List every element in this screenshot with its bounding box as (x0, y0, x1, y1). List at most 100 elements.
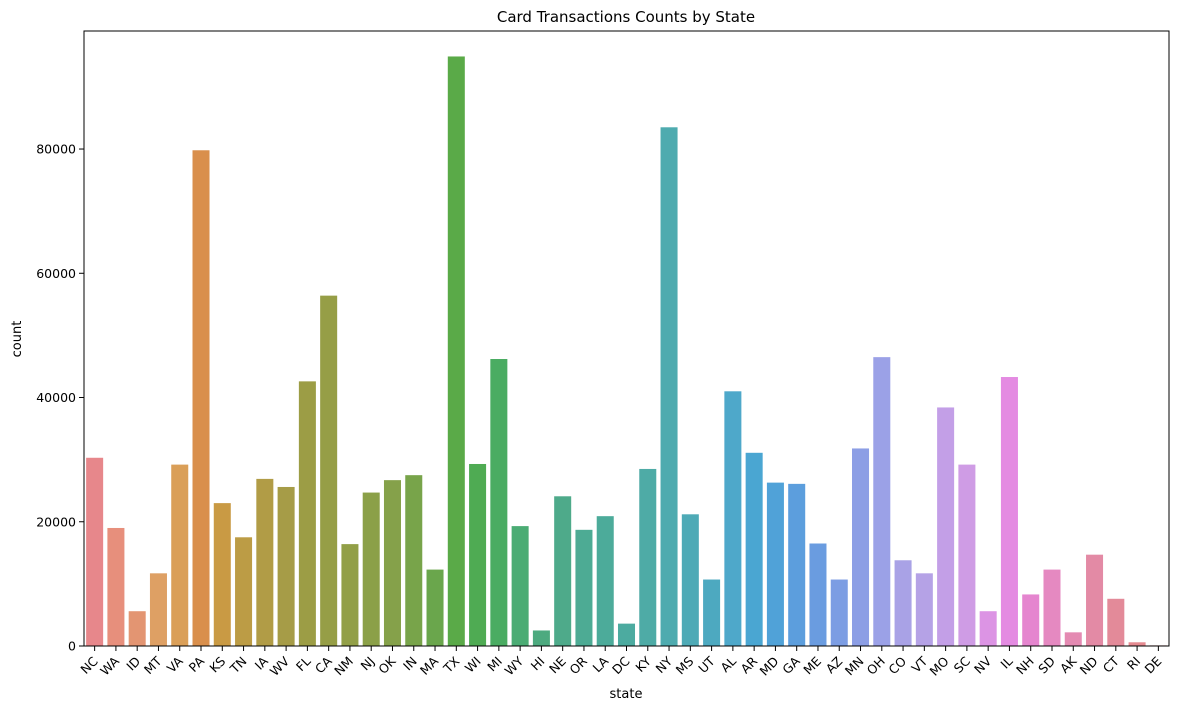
bar-al (724, 391, 742, 646)
bar-nv (979, 611, 997, 646)
bar-vt (915, 573, 933, 646)
bar-la (596, 516, 614, 646)
bar-nc (86, 457, 104, 646)
bar-or (575, 529, 593, 646)
bar-ks (213, 503, 231, 646)
x-tick-label-ak: AK (1057, 653, 1080, 676)
x-tick-label-nc: NC (77, 653, 101, 677)
x-tick-label-mt: MT (141, 653, 165, 677)
y-tick-label: 80000 (36, 142, 76, 157)
x-tick-label-nm: NM (331, 654, 356, 679)
x-tick-label-pa: PA (186, 653, 208, 675)
x-tick-label-ks: KS (206, 653, 228, 675)
bar-ct (1107, 598, 1125, 646)
bar-co (894, 560, 912, 646)
bar-wa (107, 527, 125, 646)
chart-title: Card Transactions Counts by State (497, 8, 755, 26)
x-axis-label: state (610, 687, 643, 702)
bar-ga (788, 483, 806, 646)
x-tick-label-ma: MA (417, 653, 442, 678)
plot-frame (83, 30, 1170, 647)
bar-tx (447, 56, 465, 647)
x-tick-label-de: DE (1141, 653, 1164, 676)
x-tick-label-ar: AR (737, 653, 760, 676)
x-tick-label-sc: SC (951, 653, 974, 676)
bar-nh (1022, 594, 1040, 646)
x-tick-label-wi: WI (462, 654, 484, 676)
bar-me (809, 543, 827, 646)
bar-mn (852, 448, 870, 646)
bar-pa (192, 150, 210, 646)
x-tick-label-al: AL (717, 653, 739, 675)
x-tick-label-nj: NJ (357, 654, 377, 674)
bar-ma (426, 569, 444, 646)
x-tick-label-mi: MI (484, 654, 505, 675)
x-tick-label-nh: NH (1013, 654, 1037, 678)
bar-in (405, 475, 423, 646)
bar-va (171, 464, 189, 646)
x-tick-label-ga: GA (779, 653, 803, 677)
bar-id (128, 611, 146, 646)
x-tick-label-ok: OK (375, 653, 399, 677)
x-tick-label-fl: FL (293, 653, 314, 674)
bar-ms (681, 514, 699, 646)
bar-oh (873, 357, 891, 646)
x-tick-label-nd: ND (1077, 654, 1101, 678)
bar-md (766, 482, 784, 646)
bar-ny (660, 127, 678, 647)
bar-hi (532, 630, 550, 646)
x-tick-label-id: ID (123, 654, 143, 674)
bar-nd (1086, 554, 1104, 646)
x-tick-label-tn: TN (226, 654, 249, 677)
bar-ky (639, 468, 657, 646)
x-tick-label-la: LA (590, 653, 612, 675)
y-tick-label: 60000 (36, 266, 76, 281)
x-tick-label-ri: RI (1124, 654, 1143, 673)
bar-sd (1043, 569, 1061, 646)
bar-ia (256, 478, 274, 646)
x-tick-label-ct: CT (1100, 653, 1122, 675)
bar-nm (341, 544, 359, 646)
y-tick-label: 0 (68, 639, 76, 654)
bar-ok (383, 480, 401, 646)
bars-group (86, 56, 1167, 647)
x-tick-label-ut: UT (695, 653, 718, 676)
bar-ca (320, 295, 338, 646)
bar-wy (511, 526, 529, 646)
bar-wi (469, 463, 487, 646)
bar-ak (1064, 632, 1082, 646)
bar-mi (490, 359, 508, 646)
x-tick-label-mo: MO (927, 653, 952, 678)
x-tick-label-md: MD (756, 654, 781, 679)
x-tick-label-il: IL (997, 653, 1015, 671)
x-tick-label-wv: WV (267, 653, 293, 679)
bar-ar (745, 452, 763, 646)
bar-il (1000, 377, 1018, 646)
x-tick-label-wa: WA (97, 653, 122, 678)
x-tick-label-ky: KY (632, 653, 654, 675)
x-tick-label-vt: VT (908, 653, 930, 675)
x-tick-label-wy: WY (502, 653, 527, 678)
x-tick-label-tx: TX (440, 653, 463, 676)
bar-ne (554, 496, 572, 646)
x-tick-label-nv: NV (971, 653, 995, 677)
x-tick-label-hi: HI (528, 654, 548, 674)
x-tick-label-or: OR (566, 653, 590, 677)
x-tick-label-ca: CA (312, 653, 335, 676)
bar-az (830, 579, 848, 646)
bar-mt (149, 573, 167, 646)
x-tick-label-oh: OH (864, 654, 888, 678)
bar-ut (703, 579, 721, 646)
y-axis: 0 20000 40000 60000 80000 (36, 142, 84, 654)
bar-mo (937, 407, 955, 646)
bar-ri (1128, 642, 1146, 646)
y-tick-label: 20000 (36, 514, 76, 529)
y-tick-label: 40000 (36, 390, 76, 405)
x-tick-label-in: IN (400, 654, 420, 674)
x-tick-label-me: ME (800, 653, 824, 677)
bar-fl (298, 381, 316, 646)
x-tick-label-va: VA (164, 653, 186, 675)
x-tick-label-sd: SD (1035, 654, 1058, 677)
